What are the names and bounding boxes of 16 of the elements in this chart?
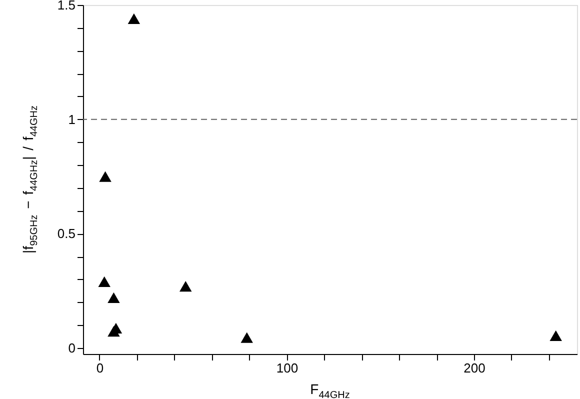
x-tick-label: 100 — [276, 360, 298, 376]
y-tick-label: 1 — [68, 112, 76, 127]
y-tick-label: 0 — [68, 340, 76, 356]
x-tick-label: 0 — [96, 360, 104, 376]
point — [240, 332, 253, 343]
point — [550, 330, 562, 342]
point — [98, 276, 110, 288]
point — [99, 171, 112, 182]
point — [179, 281, 192, 292]
point — [108, 292, 120, 304]
y-tick-label: 0.5 — [57, 226, 76, 242]
y-tick-label: 1.5 — [57, 0, 76, 12]
point — [108, 326, 120, 337]
x-tick-label: 200 — [464, 360, 486, 376]
point — [128, 13, 140, 24]
text: |f95GHz − f44GHz| / f44GHz — [20, 106, 40, 254]
